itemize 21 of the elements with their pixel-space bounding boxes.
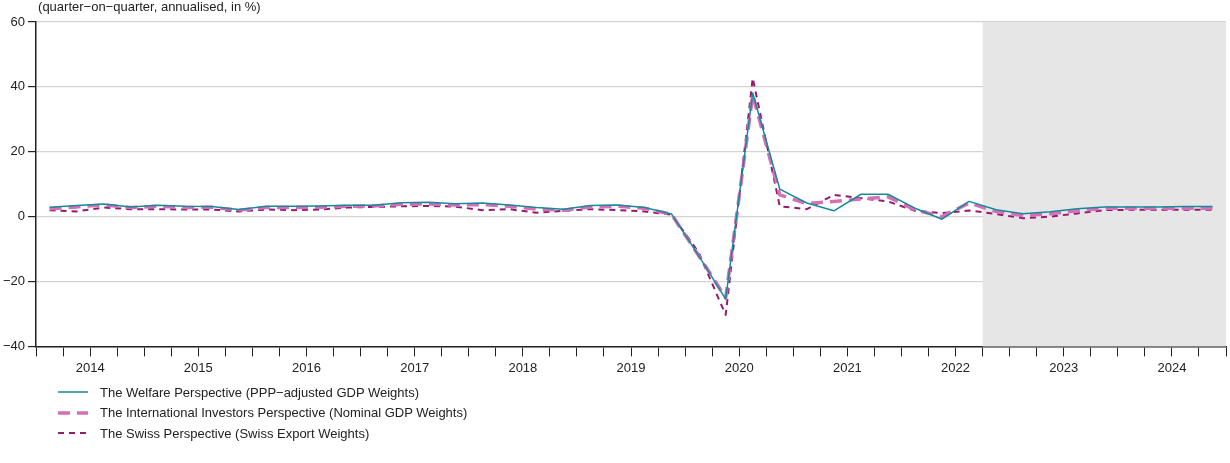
x-tick-label: 2024 (1157, 359, 1187, 375)
x-tick-label: 2023 (1049, 359, 1079, 375)
x-tick-label: 2021 (832, 359, 862, 375)
y-tick-label: 60 (10, 13, 26, 29)
y-tick-label: 20 (10, 143, 26, 159)
legend-label: The International Investors Perspective (Nominal GDP Weights) (100, 405, 468, 421)
x-tick-label: 2015 (183, 359, 213, 375)
x-tick-label: 2014 (75, 359, 105, 375)
x-tick-label: 2020 (724, 359, 754, 375)
y-tick-label: 0 (17, 208, 26, 224)
y-tick-label: −20 (2, 273, 26, 289)
y-tick-label: −40 (2, 337, 26, 353)
legend-label: The Swiss Perspective (Swiss Export Weights) (100, 425, 370, 441)
x-tick-label: 2019 (616, 359, 646, 375)
x-tick-label: 2022 (941, 359, 971, 375)
legend-label: The Welfare Perspective (PPP−adjusted GDP Weights) (100, 384, 420, 400)
x-tick-label: 2017 (400, 359, 430, 375)
x-tick-label: 2018 (508, 359, 538, 375)
x-tick-label: 2016 (292, 359, 321, 375)
y-tick-label: 40 (10, 78, 26, 94)
chart-title: (quarter−on−quarter, annualised, in %) (38, 0, 261, 15)
